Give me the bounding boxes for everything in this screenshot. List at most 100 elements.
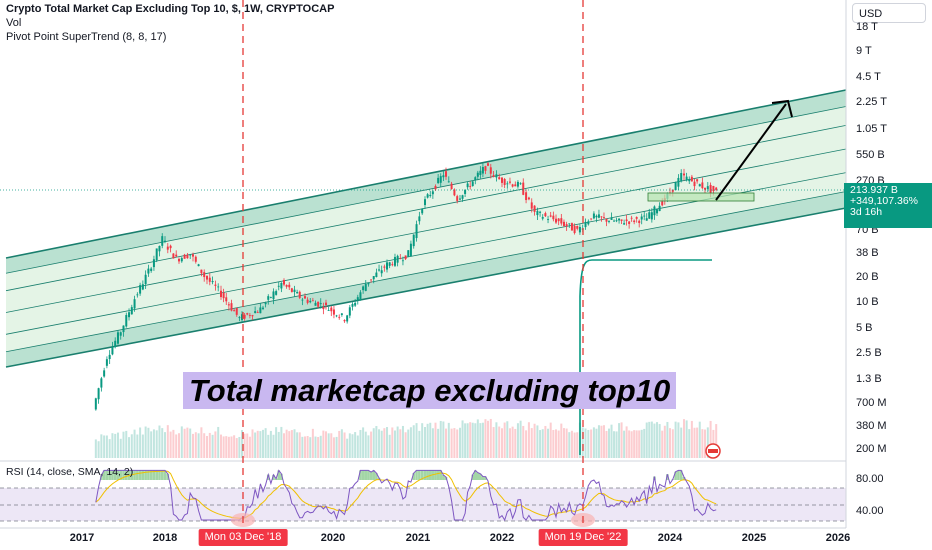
candle-body [533, 205, 536, 212]
candle [189, 254, 192, 260]
candle [372, 275, 375, 284]
candle [628, 221, 631, 229]
volume-bar [330, 433, 333, 458]
currency-button[interactable]: USD [852, 3, 926, 23]
candle-body [633, 220, 636, 223]
candle [327, 306, 330, 311]
candle [484, 165, 487, 175]
candle-body [516, 181, 519, 187]
candle [97, 387, 100, 404]
candle-body [186, 255, 189, 259]
indicator-vol[interactable]: Vol [6, 17, 22, 29]
candle-body [125, 315, 128, 327]
volume-bar [658, 424, 661, 458]
volume-bar [172, 429, 175, 458]
candle [111, 341, 114, 356]
candle-body [643, 215, 646, 217]
candle [643, 211, 646, 221]
candle-body [354, 302, 357, 306]
candle-body [161, 236, 164, 246]
candle [701, 177, 704, 189]
candle-body [114, 340, 117, 347]
volume-bar [217, 426, 220, 458]
candle-body [267, 296, 270, 300]
x-tick-label: 2020 [320, 532, 346, 544]
volume-bar [570, 430, 573, 458]
candle [693, 178, 696, 191]
candle-body [248, 315, 251, 316]
volume-bar [386, 427, 389, 458]
candle [94, 397, 97, 411]
candle-body [547, 219, 550, 220]
candle [418, 211, 421, 225]
volume-bar [608, 428, 611, 458]
candle [715, 186, 718, 192]
candle [356, 294, 359, 305]
candle-body [220, 290, 222, 298]
volume-bar [677, 422, 680, 458]
candle [404, 255, 407, 261]
candle-body [557, 218, 560, 222]
volume-bar [481, 422, 484, 458]
candle [568, 223, 571, 228]
candle [487, 162, 489, 167]
candle-body [230, 303, 233, 311]
candle-body [272, 291, 275, 300]
candle [317, 301, 320, 309]
x-tick-label: 2026 [825, 532, 851, 544]
candle [557, 218, 560, 226]
y-tick-label: 5 B [856, 322, 873, 334]
candle-body [275, 291, 278, 295]
candle [158, 245, 161, 257]
volume-bar [241, 430, 243, 458]
candle-body [235, 307, 238, 315]
candle [562, 219, 565, 227]
candle-body [514, 184, 517, 187]
candle [105, 356, 108, 369]
candle [625, 214, 628, 226]
candle [587, 219, 590, 226]
volume-bar [663, 425, 666, 458]
candle [489, 163, 492, 179]
volume-bar [508, 428, 511, 458]
candle [325, 299, 327, 310]
candle [442, 171, 445, 182]
candle-body [111, 346, 114, 355]
volume-bar [560, 423, 563, 458]
volume-bar [696, 427, 699, 458]
candle-body [671, 189, 674, 192]
candle [178, 257, 180, 264]
annotation-text[interactable]: Total marketcap excluding top10 [183, 372, 677, 409]
candle-body [573, 225, 576, 234]
candle-body [172, 253, 175, 259]
candle [706, 182, 709, 192]
candle [600, 216, 603, 222]
candle [608, 220, 611, 224]
candle-body [453, 189, 456, 196]
candle-body [178, 258, 180, 262]
last-price: 213.937 B [850, 184, 898, 196]
rsi-label[interactable]: RSI (14, close, SMA, 14, 2) [6, 466, 134, 478]
candle-body [351, 304, 354, 307]
indicator-supertrend[interactable]: Pivot Point SuperTrend (8, 8, 17) [6, 31, 167, 43]
candle [597, 209, 600, 219]
channel-line [5, 125, 847, 292]
candle [277, 281, 280, 291]
candle-body [259, 307, 262, 314]
volume-bar [704, 429, 706, 458]
volume-bar [105, 435, 108, 458]
candle-body [456, 196, 459, 201]
volume-bars [94, 418, 718, 458]
candle [584, 218, 587, 230]
candle-body [269, 297, 272, 298]
volume-bar [194, 432, 197, 458]
candle [169, 244, 172, 253]
candle-body [415, 224, 418, 239]
volume-bar [161, 428, 164, 458]
volume-bar [351, 434, 354, 458]
candle-body [674, 182, 677, 191]
candle [560, 213, 563, 226]
candle-body [401, 260, 404, 262]
candle [412, 234, 415, 249]
